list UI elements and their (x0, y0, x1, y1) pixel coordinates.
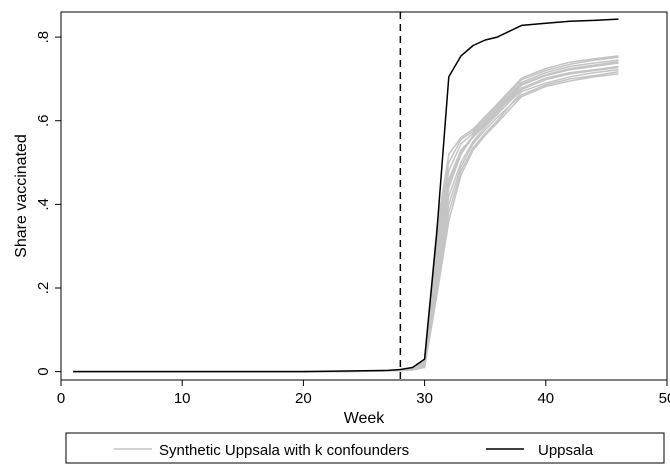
y-axis: 0 .2 .4 .6 .8 (35, 31, 61, 376)
legend-label-synthetic: Synthetic Uppsala with k confounders (159, 442, 409, 459)
y-tick-label: 0 (35, 367, 52, 375)
x-tick-label: 10 (174, 390, 191, 407)
legend-label-uppsala: Uppsala (538, 442, 594, 459)
series-layer (73, 18, 619, 373)
y-axis-label: Share vaccinated (13, 134, 30, 258)
x-tick-label: 40 (537, 390, 554, 407)
x-axis: 0 10 20 30 40 50 (57, 380, 670, 407)
legend: Synthetic Uppsala with k confounders Upp… (65, 432, 665, 464)
y-tick-label: .8 (35, 31, 52, 44)
legend-box (65, 432, 665, 464)
x-tick-label: 0 (57, 390, 65, 407)
y-tick-label: .4 (35, 198, 52, 211)
x-tick-label: 30 (416, 390, 433, 407)
x-tick-label: 20 (295, 390, 312, 407)
series-line-uppsala (73, 18, 619, 373)
y-tick-label: .2 (35, 282, 52, 295)
x-axis-label: Week (344, 410, 386, 427)
x-tick-label: 50 (659, 390, 670, 407)
y-tick-label: .6 (35, 114, 52, 127)
